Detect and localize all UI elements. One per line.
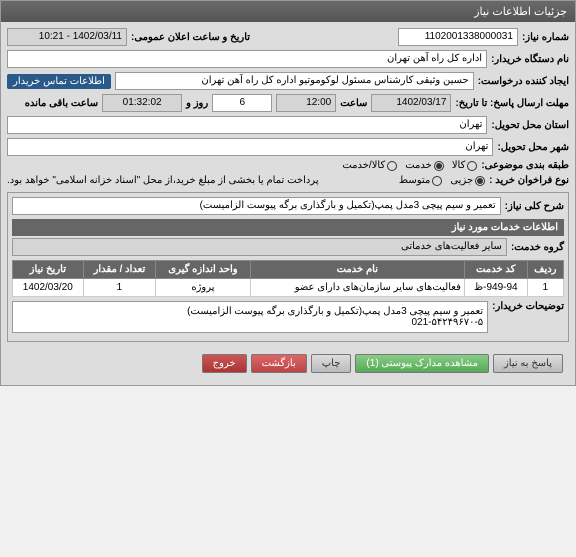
creator-label: ایجاد کننده درخواست: (478, 76, 569, 87)
panel-title: جزئیات اطلاعات نیاز (474, 6, 567, 18)
td-code: 949-94-ظ (464, 279, 527, 297)
services-table: ردیف کد خدمت نام خدمت واحد اندازه گیری ت… (12, 260, 564, 297)
buyer-note-label: توضیحات خریدار: (492, 301, 564, 312)
service-group-value: سایر فعالیت‌های خدماتی (12, 238, 507, 256)
th-unit: واحد اندازه گیری (156, 261, 250, 279)
type-label: نوع فراخوان خرید : (489, 175, 569, 186)
city-label: شهر محل تحویل: (497, 142, 569, 153)
radio-motevaset[interactable]: متوسط (399, 175, 442, 186)
buyer-note-value: تعمیر و سیم پیچی 3مدل پمپ(تکمیل و بارگذا… (12, 301, 488, 333)
desc-label: شرح کلی نیاز: (505, 201, 564, 212)
pasokh-button[interactable]: پاسخ به نیاز (493, 354, 563, 373)
radio-dot-icon (387, 161, 397, 171)
day-and-label: روز و (186, 98, 208, 109)
th-name: نام خدمت (250, 261, 464, 279)
province-label: استان محل تحویل: (491, 120, 569, 131)
radio-khadmat[interactable]: خدمت (405, 160, 444, 171)
th-code: کد خدمت (464, 261, 527, 279)
form-area: شماره نیاز: 1102001338000031 تاریخ و ساع… (1, 22, 575, 385)
td-date: 1402/03/20 (13, 279, 84, 297)
table-header-row: ردیف کد خدمت نام خدمت واحد اندازه گیری ت… (13, 261, 564, 279)
niaz-number-value: 1102001338000031 (398, 28, 518, 46)
bazgasht-button[interactable]: بازگشت (251, 354, 307, 373)
category-label: طبقه بندی موضوعی: (481, 160, 569, 171)
countdown-value: 01:32:02 (102, 94, 182, 112)
chap-button[interactable]: چاپ (311, 354, 352, 373)
creator-value: حسین وثیقی کارشناس مسئول لوکوموتیو اداره… (115, 72, 474, 90)
table-row[interactable]: 1 949-94-ظ فعالیت‌های سایر سازمان‌های دا… (13, 279, 564, 297)
deadline-time: 12:00 (276, 94, 336, 112)
td-radif: 1 (527, 279, 563, 297)
buttons-bar: پاسخ به نیاز مشاهده مدارک پیوستی (1) چاپ… (7, 348, 569, 379)
td-name: فعالیت‌های سایر سازمان‌های دارای عضو (250, 279, 464, 297)
type-radios: جزیی متوسط (399, 175, 485, 186)
service-group-label: گروه خدمت: (511, 242, 564, 253)
td-unit: پروژه (156, 279, 250, 297)
madarak-button[interactable]: مشاهده مدارک پیوستی (1) (355, 354, 489, 373)
radio-dot-checked-icon (434, 161, 444, 171)
remaining-label: ساعت باقی مانده (25, 98, 98, 109)
radio-dot-icon (467, 161, 477, 171)
category-radios: کالا خدمت کالا/خدمت (342, 160, 477, 171)
time-label-1: ساعت (340, 98, 367, 109)
main-panel: جزئیات اطلاعات نیاز شماره نیاز: 11020013… (0, 0, 576, 386)
city-value: تهران (7, 138, 493, 156)
radio-dot-checked-icon (475, 176, 485, 186)
days-value: 6 (212, 94, 272, 112)
public-date-value: 1402/03/11 - 10:21 (7, 28, 127, 46)
radio-jozi[interactable]: جزیی (450, 175, 485, 186)
td-qty: 1 (83, 279, 156, 297)
info-section-header: اطلاعات خدمات مورد نیاز (12, 219, 564, 236)
radio-dot-icon (432, 176, 442, 186)
niaz-number-label: شماره نیاز: (522, 32, 569, 43)
th-radif: ردیف (527, 261, 563, 279)
payment-note: پرداخت تمام یا بخشی از مبلغ خرید،از محل … (7, 175, 319, 186)
radio-kala[interactable]: کالا (452, 160, 478, 171)
th-date: تاریخ نیاز (13, 261, 84, 279)
public-date-label: تاریخ و ساعت اعلان عمومی: (131, 32, 250, 43)
th-qty: تعداد / مقدار (83, 261, 156, 279)
radio-kala-khadmat[interactable]: کالا/خدمت (342, 160, 397, 171)
desc-value: تعمیر و سیم پیچی 3مدل پمپ(تکمیل و بارگذا… (12, 197, 501, 215)
buyer-label: نام دستگاه خریدار: (491, 54, 569, 65)
khorooj-button[interactable]: خروج (202, 354, 247, 373)
contact-badge[interactable]: اطلاعات تماس خریدار (7, 74, 111, 89)
deadline-label: مهلت ارسال پاسخ: تا تاریخ: (455, 98, 569, 109)
province-value: تهران (7, 116, 487, 134)
desc-section: شرح کلی نیاز: تعمیر و سیم پیچی 3مدل پمپ(… (7, 192, 569, 342)
buyer-value: اداره کل راه آهن تهران (7, 50, 487, 68)
panel-header: جزئیات اطلاعات نیاز (1, 1, 575, 22)
deadline-date: 1402/03/17 (371, 94, 451, 112)
